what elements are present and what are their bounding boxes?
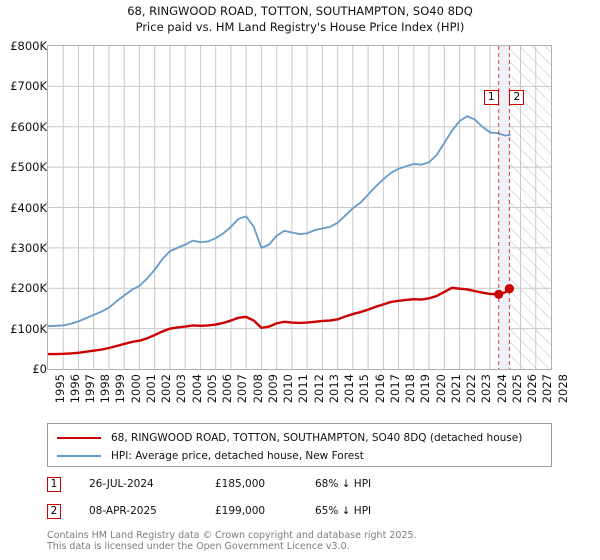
x-tick-label: 2025 xyxy=(509,374,524,404)
page-title: 68, RINGWOOD ROAD, TOTTON, SOUTHAMPTON, … xyxy=(0,3,600,35)
footer-attribution: Contains HM Land Registry data © Crown c… xyxy=(47,530,567,552)
x-tick-label: 2014 xyxy=(342,374,357,404)
x-tick-label: 2004 xyxy=(189,374,204,404)
x-tick-label: 2006 xyxy=(220,374,235,404)
event-marker-lines xyxy=(498,46,510,369)
x-tick-label: 2008 xyxy=(250,374,265,404)
event-band xyxy=(498,46,510,369)
x-tick-label: 2028 xyxy=(555,374,570,404)
x-tick-label: 1996 xyxy=(67,374,82,404)
x-tick-label: 2027 xyxy=(540,374,555,404)
y-tick-label: £600K xyxy=(10,119,47,134)
x-tick-label: 2007 xyxy=(235,374,250,404)
legend-row-hpi: HPI: Average price, detached house, New … xyxy=(57,447,364,465)
y-tick-label: £800K xyxy=(10,39,47,53)
x-tick-label: 2000 xyxy=(128,374,143,404)
x-tick-label: 2001 xyxy=(143,374,158,404)
chart-svg xyxy=(48,46,551,369)
transaction-index-2: 2 xyxy=(47,504,61,519)
x-tick-label: 2024 xyxy=(494,374,509,404)
x-tick-label: 1999 xyxy=(113,374,128,404)
x-tick-label: 2011 xyxy=(296,374,311,404)
y-tick-label: £300K xyxy=(10,240,47,255)
transaction-date-1: 26-JUL-2024 xyxy=(89,478,154,490)
x-tick-label: 2013 xyxy=(326,374,341,404)
legend-row-price-paid: 68, RINGWOOD ROAD, TOTTON, SOUTHAMPTON, … xyxy=(57,429,522,447)
x-tick-label: 2005 xyxy=(204,374,219,404)
transaction-points xyxy=(494,284,514,299)
y-tick-label: £400K xyxy=(10,200,47,215)
x-tick-label: 2020 xyxy=(433,374,448,404)
x-tick-label: 2017 xyxy=(387,374,402,404)
event-marker-2: 2 xyxy=(509,90,525,105)
y-tick-label: £500K xyxy=(10,160,47,175)
y-tick-label: £0 xyxy=(32,362,47,376)
legend-label-price-paid: 68, RINGWOOD ROAD, TOTTON, SOUTHAMPTON, … xyxy=(111,432,523,444)
x-tick-label: 2003 xyxy=(174,374,189,404)
chart-canvas-wrap xyxy=(48,46,551,369)
x-tick-label: 2016 xyxy=(372,374,387,404)
transaction-price-2: £199,000 xyxy=(215,505,266,517)
x-tick-label: 1998 xyxy=(98,374,113,404)
chart-legend: 68, RINGWOOD ROAD, TOTTON, SOUTHAMPTON, … xyxy=(47,423,552,467)
x-tick-label: 2012 xyxy=(311,374,326,404)
footer-line-1: Contains HM Land Registry data © Crown c… xyxy=(47,530,417,541)
transaction-index-1: 1 xyxy=(47,477,61,492)
y-tick-label: £100K xyxy=(10,321,47,336)
x-tick-label: 1997 xyxy=(82,374,97,404)
transaction-price-1: £185,000 xyxy=(215,478,266,490)
title-line-2: Price paid vs. HM Land Registry's House … xyxy=(135,20,465,34)
transaction-hpi-delta-1: 68% ↓ HPI xyxy=(315,478,372,490)
title-line-1: 68, RINGWOOD ROAD, TOTTON, SOUTHAMPTON, … xyxy=(127,4,473,18)
legend-swatch-price-paid xyxy=(57,437,101,439)
x-tick-label: 2015 xyxy=(357,374,372,404)
footer-line-2: This data is licensed under the Open Gov… xyxy=(47,541,350,552)
transaction-date-2: 08-APR-2025 xyxy=(89,505,157,517)
event-marker-1: 1 xyxy=(483,90,499,105)
x-tick-label: 2022 xyxy=(464,374,479,404)
transaction-hpi-delta-2: 65% ↓ HPI xyxy=(315,505,372,517)
y-tick-label: £700K xyxy=(10,79,47,94)
chart-plot-area xyxy=(47,45,552,370)
x-tick-label: 2018 xyxy=(403,374,418,404)
x-tick-label: 2009 xyxy=(265,374,280,404)
x-tick-label: 1995 xyxy=(52,374,67,404)
x-tick-label: 2021 xyxy=(448,374,463,404)
x-tick-label: 2019 xyxy=(418,374,433,404)
grid-lines xyxy=(48,46,551,369)
x-tick-label: 2026 xyxy=(525,374,539,404)
x-tick-label: 2023 xyxy=(479,374,494,404)
x-tick-label: 2010 xyxy=(281,374,296,404)
series-lines xyxy=(48,115,511,356)
x-tick-label: 2002 xyxy=(159,374,174,404)
legend-swatch-hpi xyxy=(57,455,101,457)
y-tick-label: £200K xyxy=(10,281,47,296)
legend-label-hpi: HPI: Average price, detached house, New … xyxy=(111,450,364,462)
